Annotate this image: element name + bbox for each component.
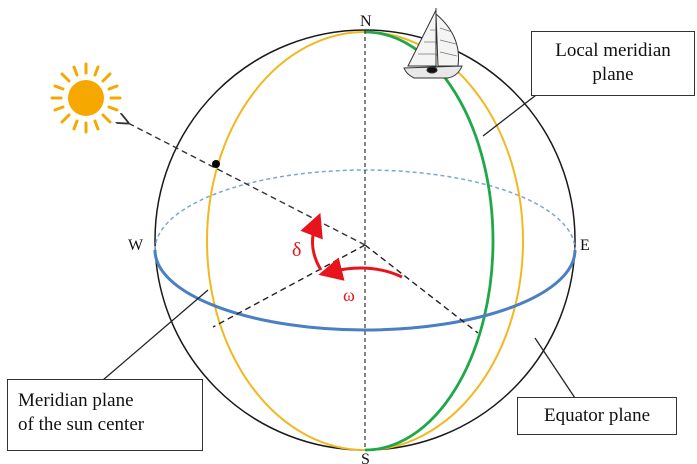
north-label: N <box>360 13 372 30</box>
equator-callout: Equator plane <box>517 397 677 435</box>
declination-label: δ <box>292 239 301 261</box>
center-to-equator-sw <box>212 244 366 328</box>
east-label: E <box>580 237 590 254</box>
sailboat-icon <box>403 8 463 79</box>
local-meridian-line2: plane <box>592 64 634 85</box>
equator-label: Equator plane <box>543 405 651 426</box>
sun-icon <box>50 62 122 134</box>
south-label: S <box>361 451 370 464</box>
local-meridian-arc <box>364 30 495 452</box>
sun-projection-point <box>212 160 220 168</box>
equator-leader <box>534 337 576 399</box>
west-label: W <box>128 237 144 254</box>
hour-angle-label: ω <box>343 285 355 305</box>
local-meridian-callout: Local meridian plane <box>531 31 695 96</box>
equator-back-arc <box>154 169 576 251</box>
declination-arc <box>300 212 323 271</box>
equator-front-arc <box>153 249 577 332</box>
center-to-equator-se <box>364 244 479 334</box>
sun-meridian-line2: of the sun center <box>18 414 145 435</box>
local-meridian-line1: Local meridian <box>555 40 671 61</box>
sun-meridian-line1: Meridian plane <box>18 390 134 411</box>
hour-angle-arc <box>318 257 403 281</box>
sun-meridian-callout: Meridian plane of the sun center <box>7 379 203 451</box>
sun-direction-line <box>128 123 366 246</box>
sun-meridian-leader <box>102 289 209 381</box>
